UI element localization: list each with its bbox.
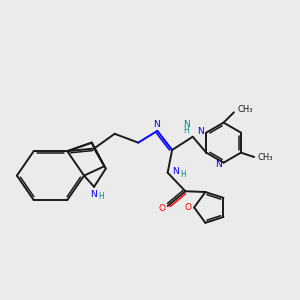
- Text: N: N: [153, 121, 160, 130]
- Text: N: N: [172, 167, 178, 176]
- Text: N: N: [215, 160, 222, 169]
- Text: H: H: [183, 126, 189, 135]
- Text: CH₃: CH₃: [258, 153, 273, 162]
- Text: O: O: [158, 204, 165, 213]
- Text: CH₃: CH₃: [238, 105, 253, 114]
- Text: H: H: [180, 169, 186, 178]
- Text: N: N: [183, 120, 190, 129]
- Text: O: O: [185, 203, 192, 212]
- Text: N: N: [90, 190, 97, 199]
- Text: N: N: [198, 127, 204, 136]
- Text: H: H: [98, 192, 104, 201]
